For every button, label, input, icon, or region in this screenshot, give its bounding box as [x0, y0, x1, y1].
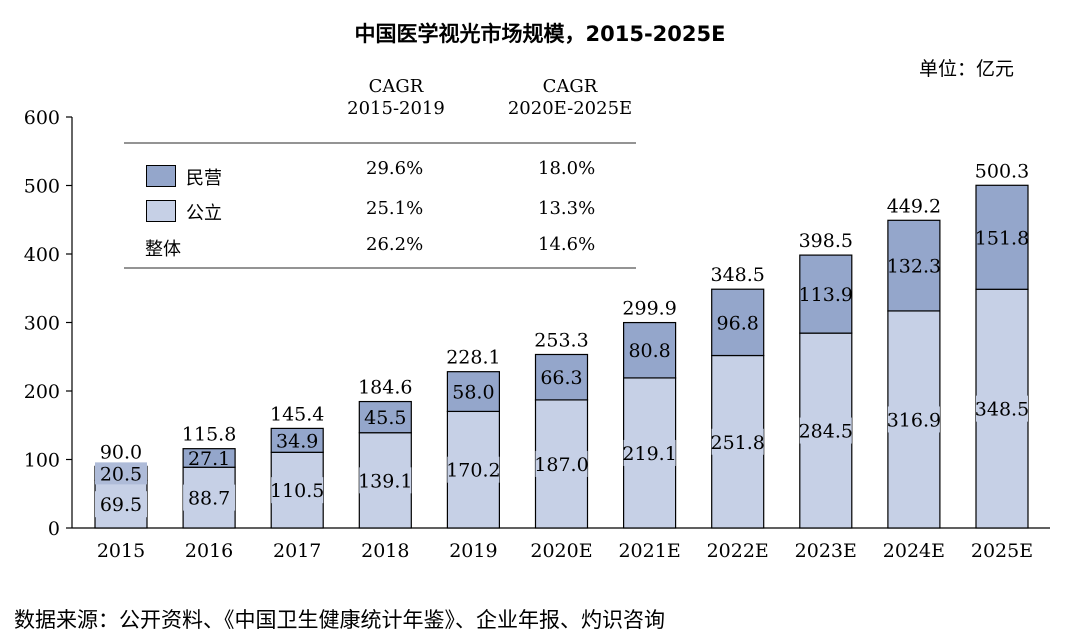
data-label-private: 45.5	[364, 407, 406, 429]
data-label-total: 90.0	[100, 441, 142, 463]
label-bg	[711, 428, 764, 455]
label-bg	[95, 491, 147, 518]
data-label-public: 316.9	[887, 409, 941, 431]
x-tick-label: 2025E	[971, 540, 1033, 562]
label-bg	[359, 467, 412, 494]
cagr-header-2020-2025: CAGR 2020E-2025E	[490, 76, 650, 120]
cagr-total-2015-2019: 26.2%	[366, 234, 424, 255]
bar-private	[799, 254, 853, 334]
y-tick-label: 300	[24, 313, 60, 335]
data-label-total: 184.6	[358, 377, 412, 399]
cagr-header-line: 2015-2019	[347, 98, 445, 119]
data-label-private: 113.9	[799, 284, 853, 306]
data-label-private: 151.8	[975, 227, 1029, 249]
bar-private	[182, 448, 236, 468]
label-bg	[271, 477, 324, 504]
data-label-total: 348.5	[710, 264, 764, 286]
label-bg	[535, 450, 588, 477]
data-label-private: 34.9	[276, 430, 318, 452]
data-label-private: 58.0	[452, 382, 494, 404]
legend-swatch-private	[146, 165, 176, 187]
label-bg	[623, 439, 676, 466]
data-label-public: 170.2	[446, 460, 500, 482]
y-tick-label: 400	[24, 244, 60, 266]
data-label-total: 398.5	[799, 230, 853, 252]
cagr-total-2020-2025: 14.6%	[538, 234, 596, 255]
data-label-public: 69.5	[100, 494, 142, 516]
cagr-public-2020-2025: 13.3%	[538, 198, 596, 219]
y-tick-label: 500	[24, 176, 60, 198]
legend-swatch-public	[146, 200, 176, 222]
data-label-total: 449.2	[887, 195, 941, 217]
x-tick-label: 2023E	[795, 540, 857, 562]
data-label-total: 145.4	[270, 403, 324, 425]
cagr-header-line: CAGR	[542, 76, 598, 97]
unit-label: 单位：亿元	[918, 58, 1014, 80]
legend-label-total: 整体	[145, 239, 181, 260]
y-tick-label: 100	[24, 450, 60, 472]
cagr-public-2015-2019: 25.1%	[366, 198, 424, 219]
data-label-public: 139.1	[358, 470, 412, 492]
data-label-private: 27.1	[188, 448, 230, 470]
data-label-public: 251.8	[710, 432, 764, 454]
legend-label-private: 民营	[186, 168, 222, 189]
data-label-public: 88.7	[188, 488, 230, 510]
cagr-header-line: 2020E-2025E	[507, 98, 633, 119]
label-bg	[183, 484, 236, 511]
data-label-private: 20.5	[100, 463, 142, 485]
y-tick-label: 600	[24, 107, 60, 129]
x-tick-label: 2018	[361, 540, 409, 562]
bar-private	[270, 427, 324, 453]
data-label-private: 66.3	[540, 367, 582, 389]
cagr-header-line: CAGR	[368, 76, 424, 97]
data-label-total: 500.3	[975, 160, 1029, 182]
cagr-private-2020-2025: 18.0%	[538, 158, 596, 179]
data-label-private: 80.8	[628, 340, 670, 362]
x-tick-label: 2022E	[707, 540, 769, 562]
data-label-public: 110.5	[270, 480, 324, 502]
label-bg	[95, 462, 147, 485]
y-tick-label: 0	[48, 518, 60, 540]
bar-private	[358, 400, 412, 434]
label-bg	[976, 395, 1028, 422]
label-bg	[447, 456, 500, 483]
data-label-public: 284.5	[799, 421, 853, 443]
x-tick-label: 2024E	[883, 540, 945, 562]
label-bg	[799, 417, 852, 444]
label-bg	[887, 406, 940, 433]
data-label-private: 96.8	[717, 312, 759, 334]
x-tick-label: 2015	[97, 540, 145, 562]
data-label-total: 115.8	[182, 424, 236, 446]
source-note: 数据来源：公开资料、《中国卫生健康统计年鉴》、企业年报、灼识咨询	[14, 608, 665, 632]
bar-private	[711, 288, 765, 357]
x-tick-label: 2021E	[618, 540, 680, 562]
x-tick-label: 2016	[185, 540, 233, 562]
bar-private	[887, 219, 941, 312]
data-label-public: 187.0	[534, 454, 588, 476]
x-tick-label: 2017	[273, 540, 321, 562]
data-label-private: 132.3	[887, 256, 941, 278]
data-label-public: 219.1	[622, 443, 676, 465]
x-tick-label: 2019	[449, 540, 497, 562]
data-label-total: 253.3	[534, 329, 588, 351]
cagr-private-2015-2019: 29.6%	[366, 158, 424, 179]
bar-private	[446, 371, 500, 413]
data-label-total: 299.9	[622, 298, 676, 320]
legend-label-public: 公立	[186, 203, 222, 224]
data-label-public: 348.5	[975, 399, 1029, 421]
y-tick-label: 200	[24, 381, 60, 403]
x-tick-label: 2020E	[530, 540, 592, 562]
chart-title: 中国医学视光市场规模，2015-2025E	[354, 22, 726, 46]
cagr-header-2015-2019: CAGR 2015-2019	[316, 76, 476, 120]
data-label-total: 228.1	[446, 347, 500, 369]
bar-private	[975, 184, 1029, 290]
bar-private	[534, 353, 589, 401]
bar-private	[622, 321, 677, 379]
